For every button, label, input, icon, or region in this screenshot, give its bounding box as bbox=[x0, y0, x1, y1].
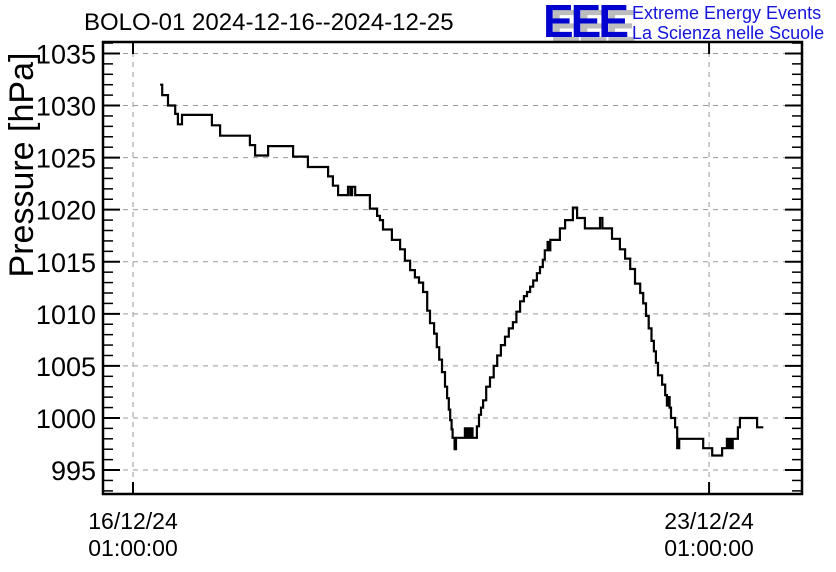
y-tick-label: 1020 bbox=[36, 196, 96, 226]
y-tick-label: 1030 bbox=[36, 92, 96, 122]
eee-logo-line2: La Scienza nelle Scuole bbox=[632, 23, 825, 43]
x-tick-label-time: 01:00:00 bbox=[88, 535, 178, 561]
y-tick-label: 1005 bbox=[36, 352, 96, 382]
y-tick-label: 995 bbox=[51, 456, 96, 486]
y-tick-label: 1000 bbox=[36, 404, 96, 434]
y-tick-label: 1015 bbox=[36, 248, 96, 278]
y-tick-label: 1025 bbox=[36, 144, 96, 174]
x-tick-label-date: 23/12/24 bbox=[664, 508, 754, 534]
plot-frame bbox=[101, 40, 804, 496]
y-tick-label: 1010 bbox=[36, 300, 96, 330]
chart-title: BOLO-01 2024-12-16--2024-12-25 bbox=[84, 9, 454, 36]
y-tick-label: 1035 bbox=[36, 39, 96, 69]
x-tick-label-date: 16/12/24 bbox=[88, 508, 178, 534]
x-tick-label-time: 01:00:00 bbox=[664, 535, 754, 561]
eee-logo-line1: Extreme Energy Events bbox=[632, 3, 822, 23]
pressure-step-line bbox=[160, 83, 764, 457]
eee-logo-acronym: EEE bbox=[543, 0, 629, 47]
eee-logo-text: Extreme Energy Events La Scienza nelle S… bbox=[632, 3, 824, 43]
